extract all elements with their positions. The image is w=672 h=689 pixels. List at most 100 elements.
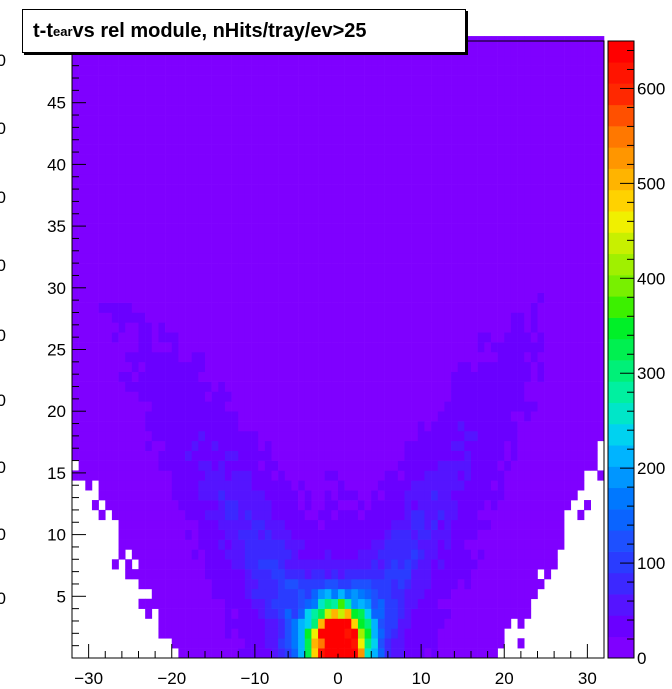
heatmap-cell bbox=[278, 450, 286, 461]
heatmap-cell bbox=[570, 45, 578, 57]
heatmap-cell bbox=[364, 95, 372, 106]
heatmap-cell bbox=[271, 144, 279, 155]
heatmap-cell bbox=[138, 95, 146, 106]
heatmap-cell bbox=[517, 322, 525, 333]
heatmap-cell bbox=[364, 174, 372, 185]
heatmap-cell bbox=[111, 351, 119, 363]
heatmap-cell bbox=[357, 460, 365, 471]
heatmap-cell bbox=[537, 440, 545, 451]
heatmap-cell bbox=[431, 75, 439, 86]
heatmap-cell bbox=[490, 421, 498, 432]
heatmap-cell bbox=[457, 194, 465, 205]
heatmap-cell bbox=[384, 519, 392, 530]
heatmap-cell bbox=[178, 588, 186, 600]
heatmap-cell bbox=[497, 480, 505, 491]
heatmap-cell bbox=[464, 302, 472, 313]
heatmap-cell bbox=[298, 480, 306, 491]
heatmap-cell bbox=[231, 440, 239, 451]
heatmap-cell bbox=[284, 628, 292, 639]
heatmap-cell bbox=[557, 272, 565, 284]
heatmap-cell bbox=[477, 134, 485, 145]
heatmap-cell bbox=[504, 539, 512, 550]
heatmap-cell bbox=[391, 65, 399, 76]
heatmap-cell bbox=[497, 579, 505, 590]
heatmap-cell bbox=[524, 105, 532, 116]
heatmap-cell bbox=[537, 450, 545, 461]
heatmap-cell bbox=[584, 194, 591, 205]
heatmap-cell bbox=[530, 421, 538, 432]
heatmap-cell bbox=[431, 598, 439, 609]
heatmap-cell bbox=[125, 332, 133, 343]
heatmap-cell bbox=[264, 233, 272, 244]
heatmap-cell bbox=[597, 391, 605, 402]
heatmap-cell bbox=[231, 302, 239, 313]
heatmap-cell bbox=[351, 509, 359, 521]
heatmap-cell bbox=[165, 95, 173, 106]
heatmap-cell bbox=[151, 194, 159, 205]
heatmap-cell bbox=[510, 194, 518, 205]
heatmap-cell bbox=[264, 203, 272, 215]
heatmap-cell bbox=[91, 292, 99, 303]
heatmap-cell bbox=[198, 312, 206, 323]
heatmap-cell bbox=[417, 539, 425, 550]
heatmap-cell bbox=[557, 539, 565, 550]
heatmap-cell bbox=[371, 115, 379, 126]
heatmap-cell bbox=[324, 401, 332, 412]
heatmap-cell bbox=[171, 272, 179, 284]
heatmap-cell bbox=[504, 342, 512, 353]
heatmap-cell bbox=[397, 233, 405, 244]
heatmap-cell bbox=[105, 213, 113, 224]
heatmap-cell bbox=[145, 539, 153, 550]
heatmap-cell bbox=[477, 371, 485, 382]
heatmap-cell bbox=[497, 223, 505, 234]
heatmap-cell bbox=[198, 579, 206, 590]
heatmap-cell bbox=[457, 65, 465, 76]
heatmap-cell bbox=[451, 361, 458, 373]
heatmap-cell bbox=[584, 272, 591, 284]
heatmap-cell bbox=[324, 154, 332, 165]
heatmap-cell bbox=[224, 322, 232, 333]
heatmap-cell bbox=[564, 65, 572, 76]
heatmap-cell bbox=[451, 480, 458, 491]
heatmap-cell bbox=[72, 203, 79, 215]
heatmap-cell bbox=[105, 203, 113, 215]
heatmap-cell bbox=[185, 263, 192, 274]
heatmap-cell bbox=[218, 302, 226, 313]
heatmap-cell bbox=[231, 500, 239, 511]
heatmap-cell bbox=[590, 213, 598, 224]
heatmap-cell bbox=[424, 608, 432, 619]
heatmap-cell bbox=[211, 95, 219, 106]
heatmap-cell bbox=[570, 263, 578, 274]
heatmap-cell bbox=[125, 105, 133, 116]
heatmap-cell bbox=[537, 292, 545, 303]
heatmap-cell bbox=[391, 351, 399, 363]
heatmap-cell bbox=[191, 598, 199, 609]
heatmap-cell bbox=[437, 371, 445, 382]
heatmap-cell bbox=[298, 638, 306, 649]
heatmap-cell bbox=[364, 332, 372, 343]
heatmap-cell bbox=[384, 440, 392, 451]
heatmap-cell bbox=[357, 411, 365, 422]
heatmap-cell bbox=[185, 332, 192, 343]
heatmap-cell bbox=[251, 411, 259, 422]
heatmap-cell bbox=[231, 579, 239, 590]
heatmap-cell bbox=[364, 519, 372, 530]
heatmap-cell bbox=[477, 381, 485, 392]
heatmap-cell bbox=[564, 85, 572, 96]
heatmap-cell bbox=[205, 539, 212, 550]
z-tick-label: 500 bbox=[637, 174, 665, 193]
heatmap-cell bbox=[158, 391, 166, 402]
heatmap-cell bbox=[324, 430, 332, 442]
heatmap-cell bbox=[490, 450, 498, 461]
heatmap-cell bbox=[490, 559, 498, 570]
heatmap-cell bbox=[111, 164, 119, 175]
heatmap-cell bbox=[417, 361, 425, 373]
heatmap-cell bbox=[338, 95, 345, 106]
heatmap-cell bbox=[338, 233, 345, 244]
heatmap-cell bbox=[178, 253, 186, 264]
heatmap-cell bbox=[191, 203, 199, 215]
heatmap-cell bbox=[477, 105, 485, 116]
heatmap-cell bbox=[544, 223, 552, 234]
heatmap-cell bbox=[291, 105, 299, 116]
